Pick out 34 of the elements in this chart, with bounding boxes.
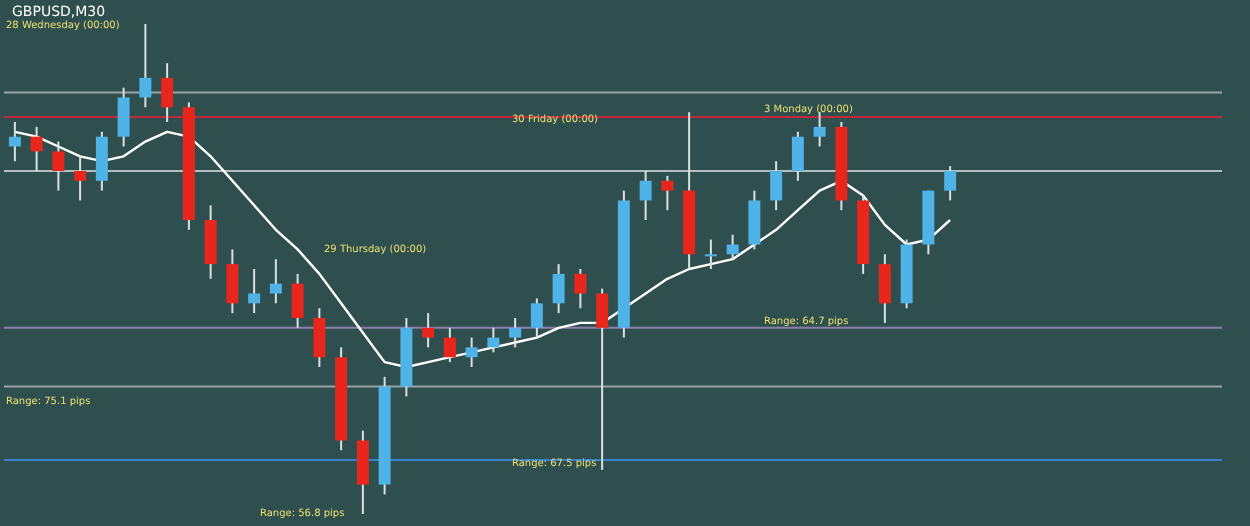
candlestick (8, 121, 21, 163)
candlestick (661, 174, 674, 212)
candlestick (487, 326, 500, 354)
candlestick (748, 189, 761, 251)
candlestick (74, 155, 87, 202)
candlestick (813, 111, 826, 148)
candlestick (791, 130, 804, 182)
candlestick (596, 287, 609, 471)
candlestick (509, 317, 522, 349)
candlestick (530, 297, 543, 339)
candlestick (878, 253, 891, 324)
candlestick (226, 248, 239, 315)
candlestick (269, 258, 282, 305)
candlestick (770, 160, 783, 212)
candlestick (291, 272, 304, 329)
candlestick (204, 204, 217, 280)
candlestick (313, 307, 326, 368)
candlestick (139, 23, 152, 109)
candlestick (422, 312, 435, 349)
candlestick (639, 170, 652, 221)
candlestick (704, 238, 717, 270)
candlestick (552, 263, 565, 315)
candlestick (356, 429, 369, 515)
candlestick (248, 268, 261, 315)
candlestick (443, 326, 456, 364)
candlestick (52, 140, 65, 192)
candlestick (117, 86, 130, 148)
candlestick (726, 233, 739, 261)
candlestick (95, 130, 108, 192)
candlestick (574, 268, 587, 310)
candlestick (465, 336, 478, 368)
candlestick (944, 165, 957, 202)
candlestick (30, 125, 43, 172)
candlestick (161, 62, 174, 123)
